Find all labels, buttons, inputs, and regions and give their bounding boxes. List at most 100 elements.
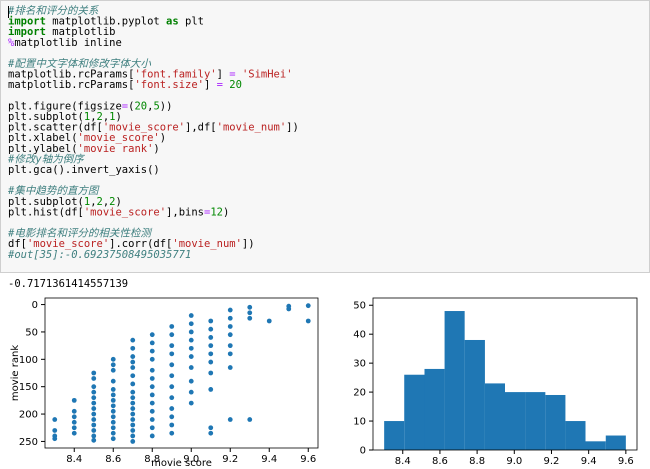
point [169,395,175,401]
code-token: 'SimHei' [242,69,293,81]
point [169,384,175,390]
x-tick-label: 8.6 [432,456,448,467]
bar [484,383,505,450]
point [130,439,136,444]
point [91,428,97,433]
point [149,340,155,346]
code-token: ],df[ [185,122,217,134]
code-token: matplotlib [46,26,116,38]
code-line: plt.subplot(1,2,1) [8,111,122,123]
bar [404,374,425,450]
point [169,332,175,338]
point [110,387,116,392]
code-token: matplotlib.rcParams[ [8,79,134,91]
x-tick-label: 9.2 [222,454,238,465]
point [169,362,175,368]
code-token: = [204,206,210,218]
x-axis-label: movie score [151,458,212,469]
code-token: = [229,69,235,81]
axes-frame [372,297,638,451]
code-token: ) [153,143,159,155]
code-token: #修改y轴为倒序 [7,153,85,165]
bar [565,421,586,450]
code-line: matplotlib.rcParams['font.size'] = 20 [8,79,242,91]
point [227,307,233,313]
x-tick-label: 8.8 [469,456,485,467]
code-token: ] [217,69,230,81]
point [188,345,194,351]
point [52,436,58,442]
point [247,417,253,422]
point [188,365,194,370]
code-token: ],bins [166,206,204,218]
code-cell[interactable] [0,0,650,273]
point [208,335,214,340]
point [247,315,253,321]
point [188,389,194,395]
point [227,332,233,338]
point [130,345,136,351]
code-token: 'font.size' [134,79,204,91]
point [149,348,155,354]
code-token: , [147,100,153,112]
y-tick-label: 250 [19,437,38,448]
charts: 8.4 8.6 8.8 9.0 9.2 9.4 9.6050100150200250movi… [10,297,638,469]
code-token: #排名和评分的关系 [7,5,100,17]
point [188,321,194,327]
point [130,373,136,379]
code-token: plt [179,16,204,28]
x-tick-label: 9.2 [544,456,560,467]
point [71,430,77,436]
code-token: import [8,16,46,28]
point [130,433,136,439]
point [188,337,194,343]
code-token: #out[35]:-0.69237508495035771 [7,249,191,261]
code-line: plt.xlabel('movie_score') [8,132,166,144]
code-token: #电影排名和评分的相关性检测 [7,228,152,240]
x-tick-label: 9.6 [300,454,316,465]
point [227,351,233,357]
y-tick-label: 20 [353,388,366,399]
point [227,315,233,321]
code-token: 2 [97,196,103,208]
code-token: matplotlib inline [14,37,121,49]
code-line: #电影排名和评分的相关性检测 [7,228,152,240]
code-line: plt.gca().invert_yaxis() [8,164,160,176]
point [149,425,155,431]
point [286,306,292,312]
point [110,414,116,420]
code-token: 2 [109,196,115,208]
code-line: import matplotlib [8,26,115,38]
code-token: ]) [286,122,299,134]
point [91,384,97,390]
point [91,422,97,428]
x-tick-label: 9.0 [183,454,199,465]
code-token: ( [128,100,134,112]
code-token: , [90,196,96,208]
point [52,428,58,433]
bar [444,311,465,450]
code-token: 'movie_num' [172,238,242,250]
bar [505,392,526,450]
x-tick-label: 8.4 [395,456,411,467]
point [208,351,214,357]
point [208,387,214,392]
code-token: 'movie_score' [103,122,185,134]
code-token: % [8,37,15,49]
point [208,370,214,376]
code-line: plt.hist(df['movie_score'],bins=12) [8,206,229,218]
code-token: 20 [229,79,242,91]
point [149,356,155,362]
code-token: ) [116,111,122,123]
code-token: 1 [84,196,90,208]
point [130,400,136,406]
code-line: plt.ylabel('movie rank') [8,143,160,155]
point [188,329,194,335]
point [149,417,155,422]
point [188,400,194,406]
code-token: , [103,111,109,123]
point [149,376,155,381]
code-token: plt.scatter(df[ [8,122,103,134]
y-tick-label: 10 [353,417,366,428]
code-token: 1 [84,111,90,123]
